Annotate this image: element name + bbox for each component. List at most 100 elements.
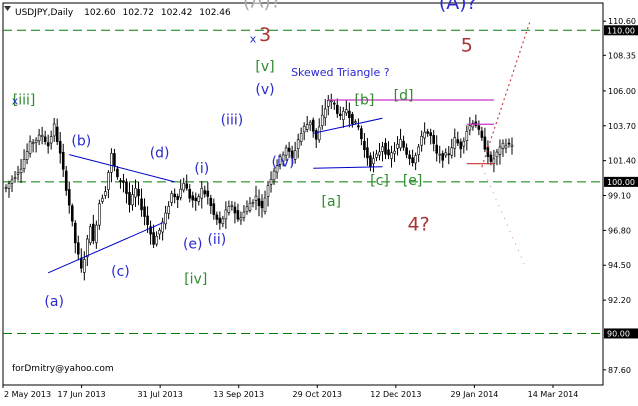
candle: [134, 179, 137, 207]
candle: [179, 179, 182, 201]
candle: [242, 205, 246, 222]
date-tick-label: 29 Oct 2013: [293, 390, 342, 399]
candle: [468, 117, 472, 136]
candle: [221, 215, 225, 228]
wave-labels: (A)? (A)?3x 5[v](v)Skewed Triangle ?[iii]x…: [12, 0, 477, 310]
candle: [49, 130, 53, 150]
candle: [498, 139, 502, 165]
wave-label: (a): [44, 294, 64, 310]
candle: [104, 186, 107, 199]
candle: [393, 142, 396, 163]
candle: [266, 180, 270, 207]
candle: [31, 139, 35, 153]
watermark-text: forDmitry@yahoo.com: [12, 364, 114, 374]
candle: [366, 138, 369, 166]
price-tick-label: 101.40: [608, 157, 636, 166]
date-tick-label: 14 Mar 2014: [528, 390, 579, 399]
candle: [95, 220, 98, 249]
price-tick-label: 103.70: [608, 122, 636, 131]
candle: [462, 137, 466, 154]
candle: [61, 143, 65, 177]
candle: [143, 198, 146, 226]
price-tick-label: 96.80: [608, 226, 631, 235]
candle: [495, 148, 499, 166]
candle: [140, 188, 143, 217]
candle: [128, 182, 131, 213]
candle: [450, 138, 454, 159]
candle: [396, 136, 399, 156]
collapse-arrow-icon[interactable]: [4, 6, 11, 11]
price-tick-label: 92.20: [608, 296, 631, 305]
candle: [70, 203, 74, 227]
wave-label: (ii): [207, 232, 226, 248]
price-tick-label: 87.60: [608, 366, 631, 375]
trend-line: [69, 154, 175, 183]
wave-label: [b]: [355, 93, 375, 109]
svg-text:USDJPY,Daily 102.60: USDJPY,Daily 102.60 102.72 102.42 102.46: [15, 8, 231, 18]
svg-text:100.00: 100.00: [607, 178, 635, 187]
candle: [420, 130, 423, 152]
candle: [212, 198, 216, 220]
candle: [375, 149, 378, 162]
projection-lines: [328, 21, 531, 264]
wave-label: [c]: [370, 173, 389, 189]
candle: [336, 98, 339, 118]
candle: [314, 128, 318, 148]
candle: [19, 158, 23, 184]
forecast-up-line: [481, 21, 531, 167]
wave-label: Skewed Triangle ?: [291, 66, 390, 79]
candle: [125, 178, 128, 204]
candle: [384, 138, 387, 160]
open-value: 102.60: [84, 8, 116, 18]
svg-text:110.00: 110.00: [607, 26, 635, 35]
candle: [477, 120, 481, 136]
candle: [323, 99, 327, 126]
candle: [245, 200, 249, 215]
candle: [116, 165, 119, 180]
wave-label: (v): [255, 82, 274, 98]
candle: [399, 128, 402, 152]
candle: [230, 201, 234, 211]
candle: [275, 159, 279, 179]
candle: [501, 139, 505, 157]
candle: [43, 130, 47, 145]
candle: [348, 102, 351, 128]
low-value: 102.42: [161, 8, 193, 18]
candle: [58, 131, 62, 164]
candle: [465, 125, 469, 151]
candle: [381, 141, 384, 162]
trend-line: [313, 117, 383, 134]
wave-label: [v]: [255, 59, 274, 75]
wave-label: (iii): [221, 112, 244, 128]
candle: [435, 135, 439, 162]
price-tick-label: 108.35: [608, 51, 636, 60]
trend-lines: [47, 117, 383, 274]
candle: [146, 206, 149, 233]
candle: [287, 141, 291, 158]
candle: [417, 144, 420, 163]
candle: [483, 127, 487, 153]
candle: [272, 167, 276, 185]
candle: [164, 205, 167, 230]
candle: [218, 211, 222, 230]
candle: [101, 194, 104, 204]
date-tick-label: 29 Jan 2014: [450, 390, 498, 399]
level-badge: 100.00: [604, 176, 638, 187]
candle: [119, 177, 122, 189]
candle: [131, 184, 134, 211]
level-badge: 90.00: [604, 328, 638, 339]
candle: [342, 107, 345, 128]
wave-label: (c): [111, 264, 130, 280]
candle: [203, 185, 207, 198]
candle: [67, 181, 71, 214]
wave-label: x: [250, 32, 257, 45]
level-badge: 110.00: [604, 25, 638, 36]
candle: [173, 188, 176, 204]
candle: [248, 197, 252, 213]
candle: [194, 192, 198, 211]
wave-label: [a]: [322, 194, 342, 210]
candle: [182, 177, 186, 193]
candle: [296, 133, 300, 159]
